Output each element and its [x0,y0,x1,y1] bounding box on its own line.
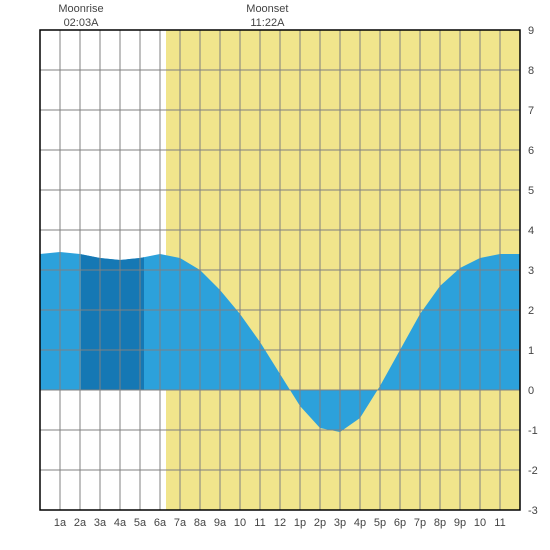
y-tick-label: 2 [528,305,534,317]
chart-svg: -3-2-101234567891a2a3a4a5a6a7a8a9a101112… [0,0,550,550]
y-tick-label: -1 [528,425,538,437]
x-tick-label: 7a [174,517,187,529]
night-tide-band [81,254,144,390]
y-tick-label: 3 [528,265,534,277]
x-tick-label: 1p [294,517,306,529]
x-tick-label: 6a [154,517,167,529]
x-tick-label: 1a [54,517,67,529]
x-tick-label: 11 [254,517,265,529]
x-tick-label: 5a [134,517,147,529]
moonrise-time: 02:03A [51,16,111,30]
x-tick-label: 4p [354,517,366,529]
y-tick-label: 1 [528,345,534,357]
y-tick-label: 5 [528,185,534,197]
y-tick-label: 9 [528,25,534,37]
moonset-annotation: Moonset11:22A [237,2,297,31]
moonset-title: Moonset [237,2,297,16]
x-tick-label: 2a [74,517,87,529]
y-tick-label: 7 [528,105,534,117]
x-tick-label: 8p [434,517,446,529]
x-tick-label: 10 [474,517,486,529]
x-tick-label: 9p [454,517,466,529]
moonrise-title: Moonrise [51,2,111,16]
x-tick-label: 9a [214,517,227,529]
moonset-time: 11:22A [237,16,297,30]
x-tick-label: 6p [394,517,406,529]
x-tick-label: 8a [194,517,207,529]
x-tick-label: 10 [234,517,246,529]
x-tick-label: 7p [414,517,426,529]
x-tick-label: 2p [314,517,326,529]
x-tick-label: 5p [374,517,386,529]
x-tick-label: 3p [334,517,346,529]
x-tick-label: 4a [114,517,127,529]
x-tick-label: 3a [94,517,107,529]
y-tick-label: 8 [528,65,534,77]
x-tick-label: 11 [494,517,505,529]
y-tick-label: -2 [528,465,538,477]
moonrise-annotation: Moonrise02:03A [51,2,111,31]
tide-chart: -3-2-101234567891a2a3a4a5a6a7a8a9a101112… [0,0,550,550]
x-tick-label: 12 [274,517,286,529]
y-tick-label: 6 [528,145,534,157]
y-tick-label: -3 [528,505,538,517]
y-tick-label: 0 [528,385,534,397]
y-tick-label: 4 [528,225,534,237]
